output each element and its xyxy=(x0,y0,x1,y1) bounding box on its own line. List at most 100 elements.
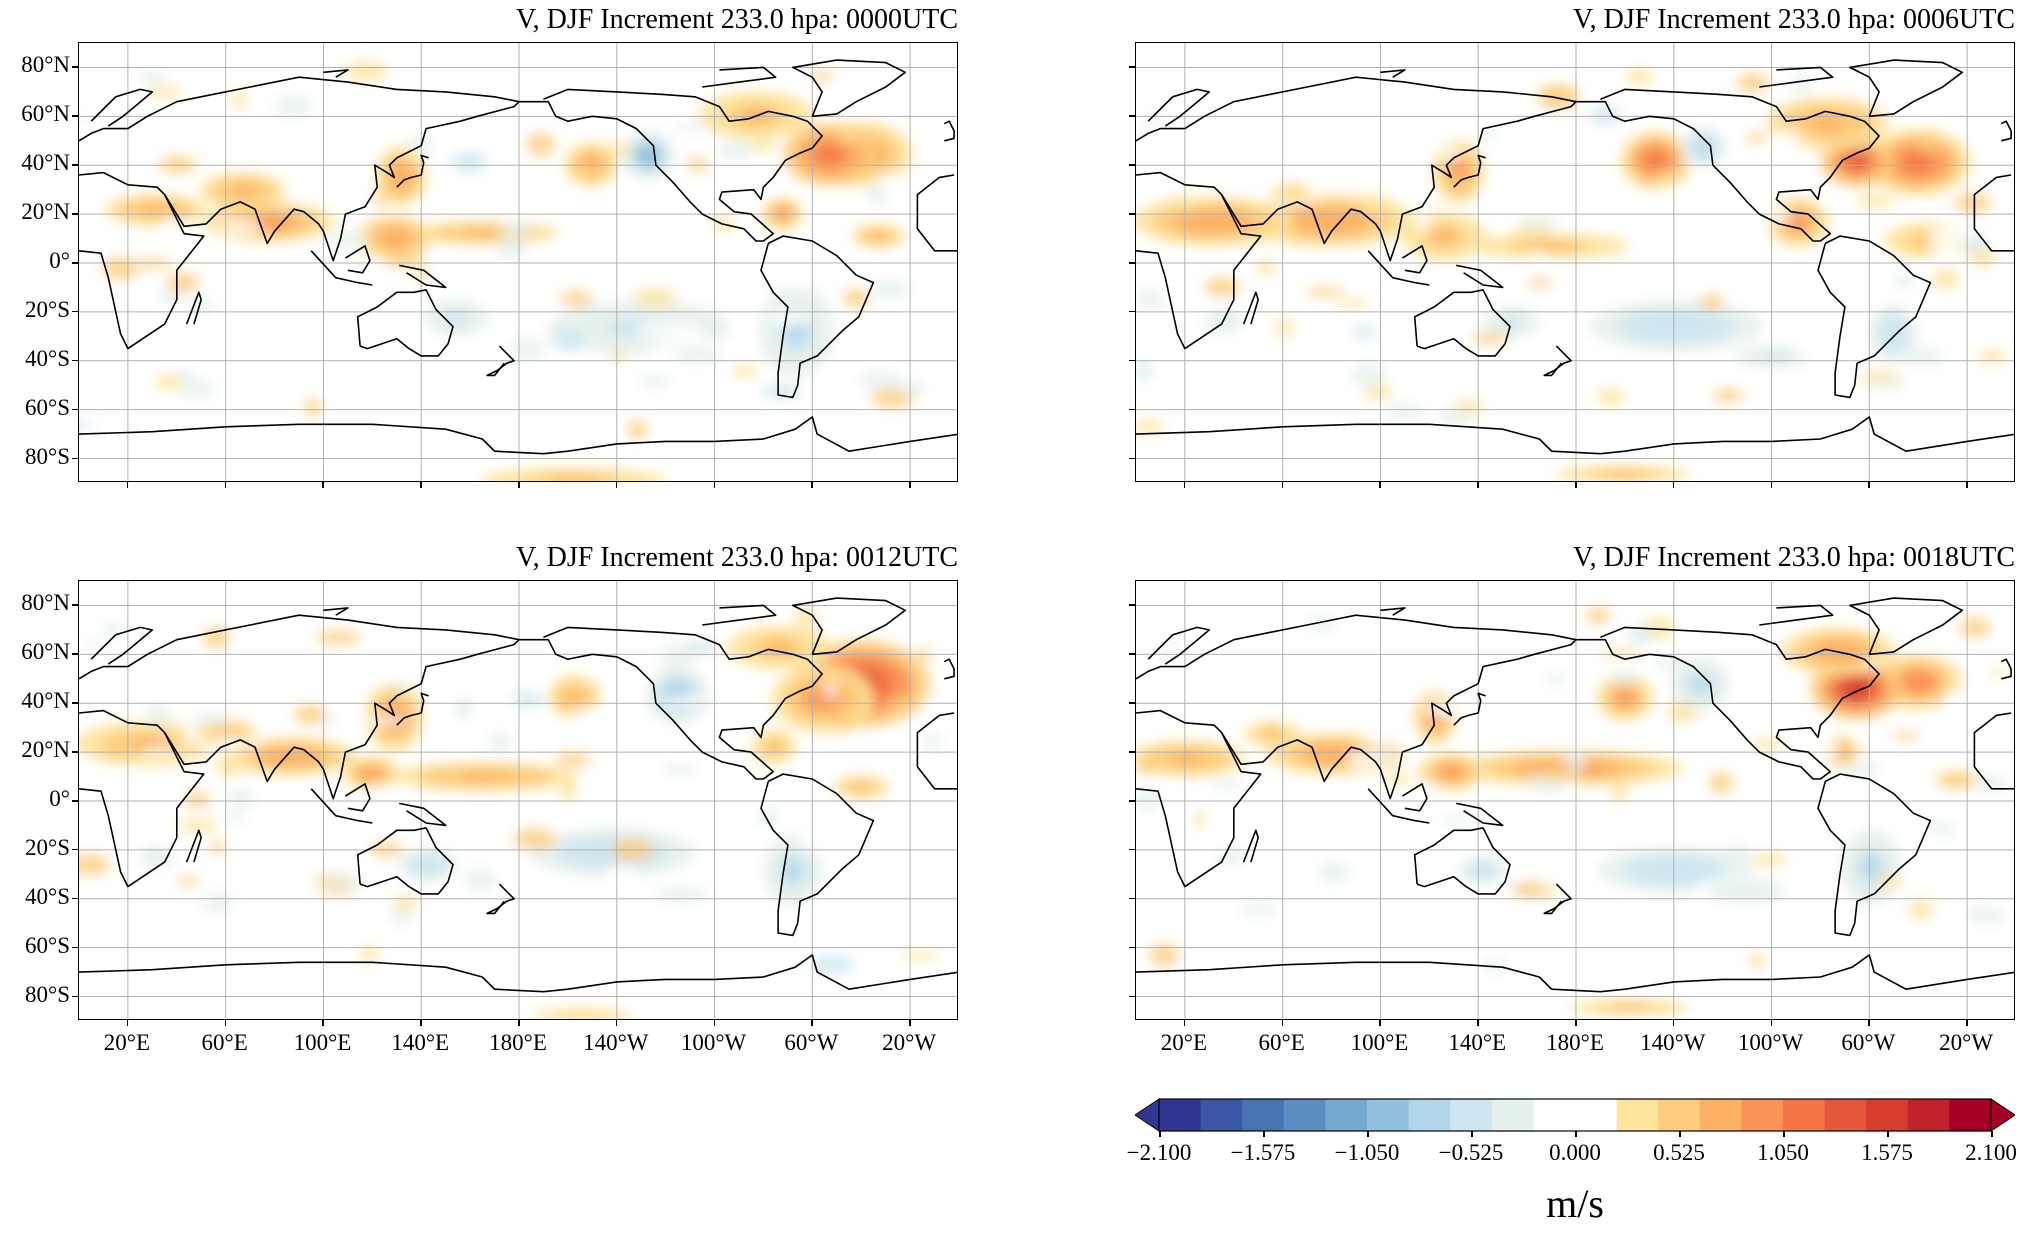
coastline xyxy=(519,626,823,780)
anomaly-contour xyxy=(193,711,231,728)
lat-tick xyxy=(72,66,78,68)
anomaly-contour xyxy=(749,139,775,153)
anomaly-contour xyxy=(870,279,910,301)
anomaly-contour xyxy=(1765,206,1791,225)
anomaly-contour xyxy=(547,476,600,481)
lat-tick xyxy=(72,653,78,655)
anomaly-contour xyxy=(1526,278,1554,288)
lat-tick xyxy=(1129,751,1135,753)
colorbar-swatch xyxy=(1866,1099,1909,1131)
anomaly-contour xyxy=(760,384,802,399)
anomaly-contour xyxy=(803,401,846,414)
anomaly-contour xyxy=(601,865,641,882)
anomaly-contour xyxy=(1136,311,1164,325)
lon-tick xyxy=(1379,1020,1381,1026)
anomaly-contour xyxy=(1264,730,1281,738)
anomaly-contour xyxy=(1148,943,1179,967)
lon-tick xyxy=(811,482,813,488)
colorbar-swatch xyxy=(1699,1099,1742,1131)
anomaly-contour xyxy=(1362,385,1393,400)
anomaly-contour xyxy=(671,123,712,132)
gridlines xyxy=(79,581,957,1019)
anomaly-contour xyxy=(1216,378,1251,393)
anomaly-contour xyxy=(666,889,696,899)
coastline xyxy=(1401,245,1428,274)
anomaly-contour xyxy=(1488,946,1504,960)
anomaly-contour xyxy=(572,245,607,259)
lon-tick xyxy=(1477,1020,1479,1026)
anomaly-contour xyxy=(1350,363,1388,388)
anomaly-contour xyxy=(1721,844,1752,863)
coastline xyxy=(310,788,373,824)
coastline xyxy=(1220,101,1577,262)
map-panel: V, DJF Increment 233.0 hpa: 0000UTC 80°N 6… xyxy=(21,4,958,488)
anomaly-contour xyxy=(79,116,88,125)
colorbar-swatch xyxy=(1242,1099,1285,1131)
lat-tick xyxy=(1129,604,1135,606)
anomaly-contour xyxy=(383,231,406,244)
colorbar-swatch xyxy=(1367,1099,1410,1131)
map-canvas xyxy=(1136,581,2014,1019)
lon-tick xyxy=(518,482,520,488)
anomaly-contour xyxy=(1574,887,1606,898)
anomaly-contour xyxy=(79,142,112,151)
anomaly-contour xyxy=(663,694,704,708)
colorbar-tick-label: 2.100 xyxy=(1965,1140,2017,1165)
lon-tick-label: 140°W xyxy=(583,1030,649,1055)
anomaly-contour xyxy=(166,272,200,293)
coastline xyxy=(1242,291,1259,325)
coastline xyxy=(399,802,447,827)
anomaly-contour xyxy=(1712,388,1744,403)
lat-tick xyxy=(1129,848,1135,851)
anomaly-contour xyxy=(1978,349,2007,364)
lat-tick-label: 40°S xyxy=(25,883,70,909)
lon-tick xyxy=(322,482,324,488)
anomaly-field xyxy=(1136,607,2008,1016)
anomaly-contour xyxy=(1359,733,1399,744)
colorbar-tick-label: 0.000 xyxy=(1549,1140,1601,1165)
lat-tick xyxy=(72,800,78,802)
lat-tick-label: 60°S xyxy=(25,932,70,958)
lon-tick-label: 100°W xyxy=(1737,1030,1804,1055)
anomaly-contour xyxy=(1541,765,1575,781)
colorbar-tick xyxy=(1159,1131,1161,1137)
anomaly-contour xyxy=(464,229,507,237)
lat-tick xyxy=(72,897,78,900)
anomaly-contour xyxy=(1471,57,1506,80)
coastline xyxy=(79,76,520,142)
coastline xyxy=(1453,692,1486,726)
anomaly-contour xyxy=(794,606,818,628)
coastline xyxy=(702,66,777,88)
lon-tick xyxy=(811,1020,813,1026)
anomaly-contour xyxy=(1473,865,1492,876)
lat-tick xyxy=(1129,800,1135,802)
anomaly-contour xyxy=(364,715,407,726)
lat-tick xyxy=(72,848,78,851)
anomaly-contour xyxy=(1441,766,1461,778)
coastlines xyxy=(1136,597,2014,993)
coastline xyxy=(344,783,371,812)
coastline xyxy=(344,245,371,274)
anomaly-contour xyxy=(660,763,698,775)
anomaly-contour xyxy=(551,329,587,352)
lon-tick xyxy=(1672,1020,1675,1026)
anomaly-contour xyxy=(1157,274,1184,299)
anomaly-contour xyxy=(1892,273,1916,289)
anomaly-contour xyxy=(141,746,177,756)
lon-tick-label: 20°W xyxy=(1939,1030,1994,1055)
lat-tick xyxy=(72,457,78,460)
panel-title: V, DJF Increment 233.0 hpa: 0006UTC xyxy=(1573,4,2015,35)
coastline xyxy=(1413,289,1511,357)
anomaly-contour xyxy=(1136,419,1166,434)
anomaly-contour xyxy=(574,161,603,176)
map-frame xyxy=(78,42,958,482)
anomaly-contour xyxy=(1652,658,1684,670)
lon-tick xyxy=(615,482,618,488)
colorbar-swatch xyxy=(1824,1099,1867,1131)
anomaly-contour xyxy=(1443,146,1459,163)
anomaly-contour xyxy=(1691,677,1709,692)
colorbar-extend-low xyxy=(1134,1098,1160,1132)
anomaly-contour xyxy=(1456,736,1497,747)
anomaly-contour xyxy=(559,778,578,802)
anomaly-contour xyxy=(1855,193,1894,208)
